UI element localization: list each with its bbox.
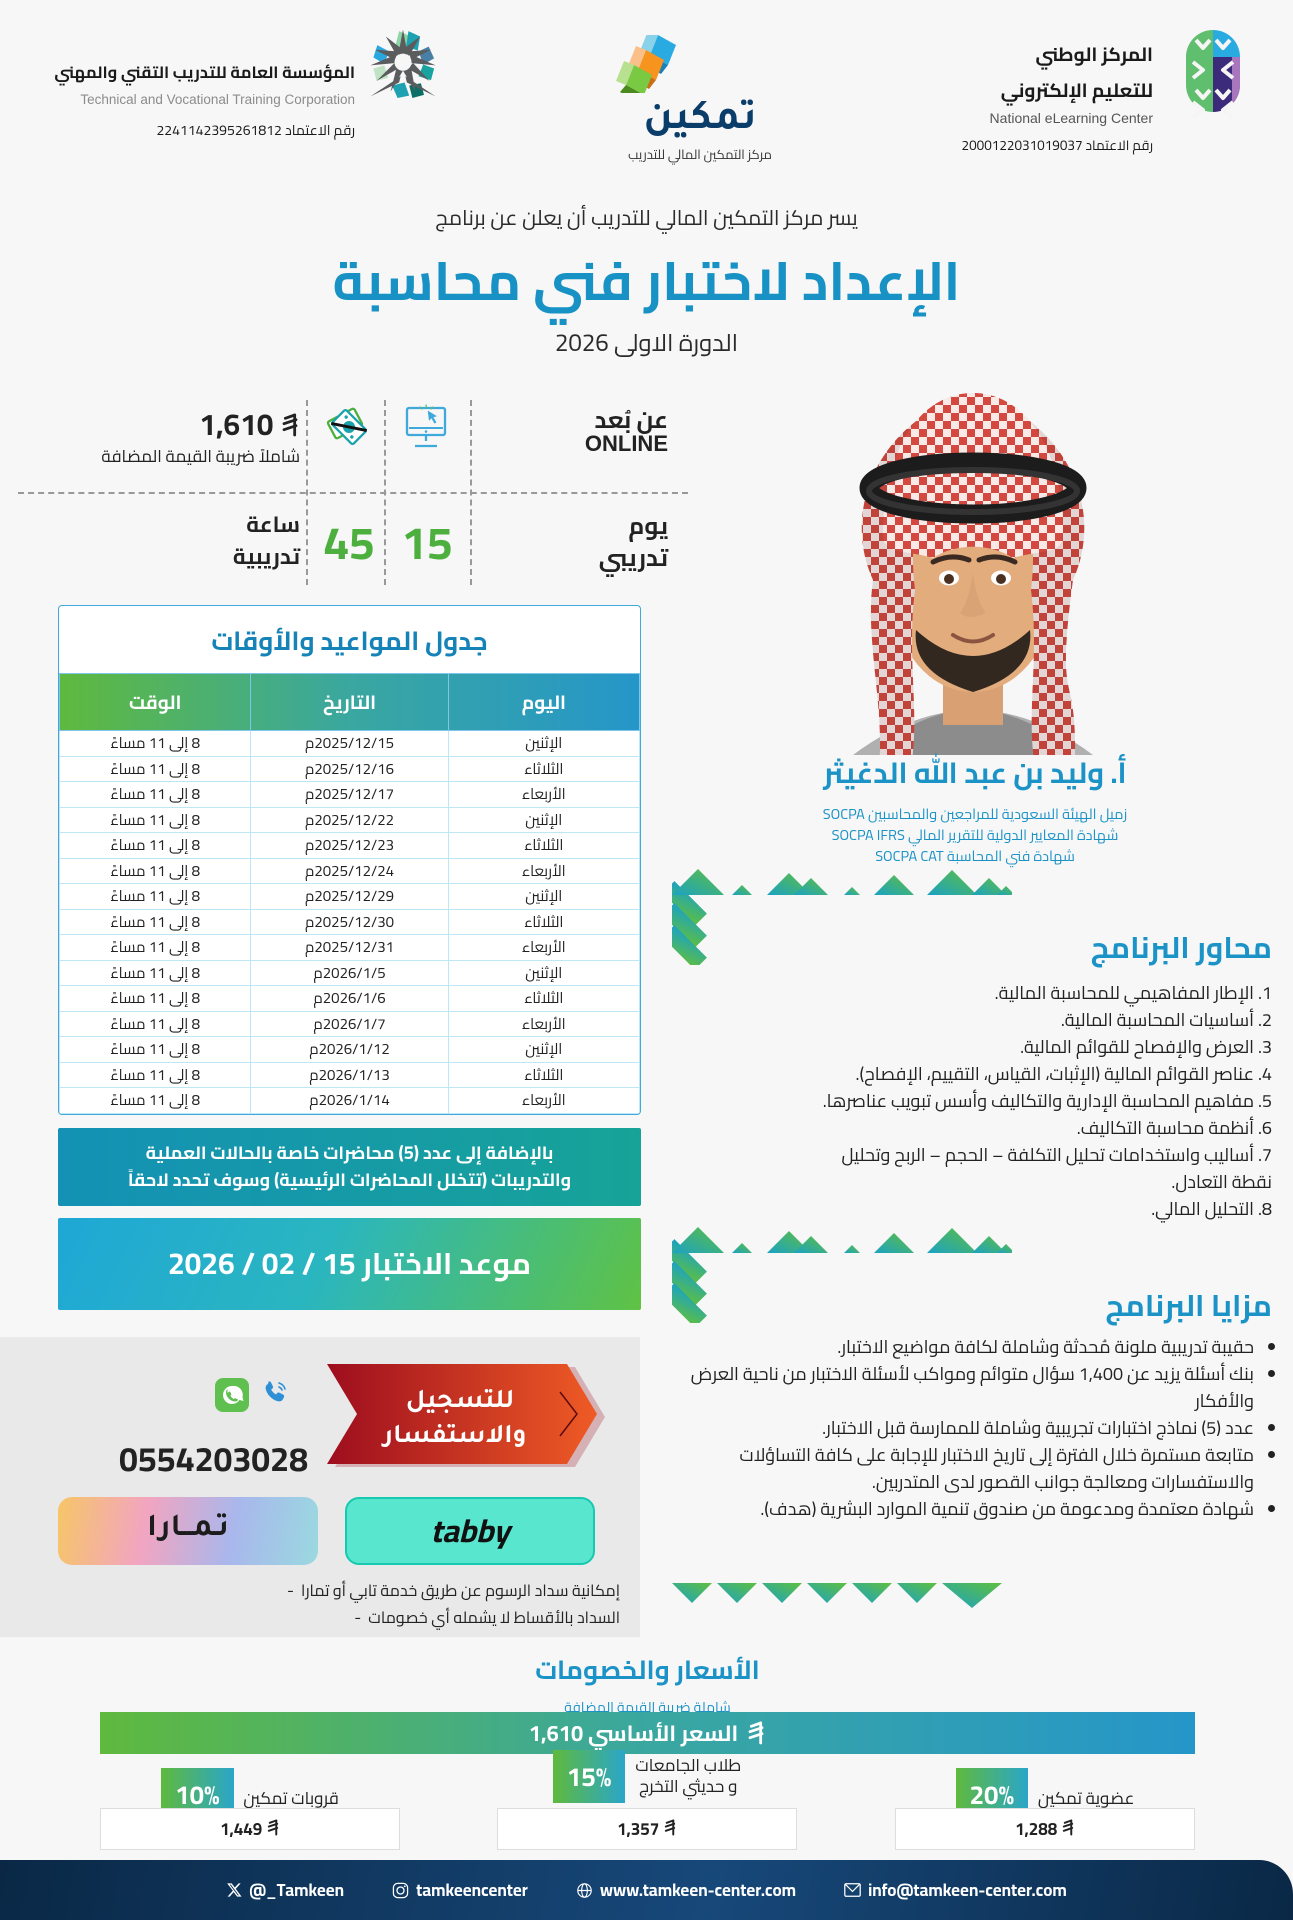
svg-text:والاستفسار: والاستفسار (381, 1424, 526, 1452)
svg-text:للتسجيل: للتسجيل (406, 1389, 515, 1417)
